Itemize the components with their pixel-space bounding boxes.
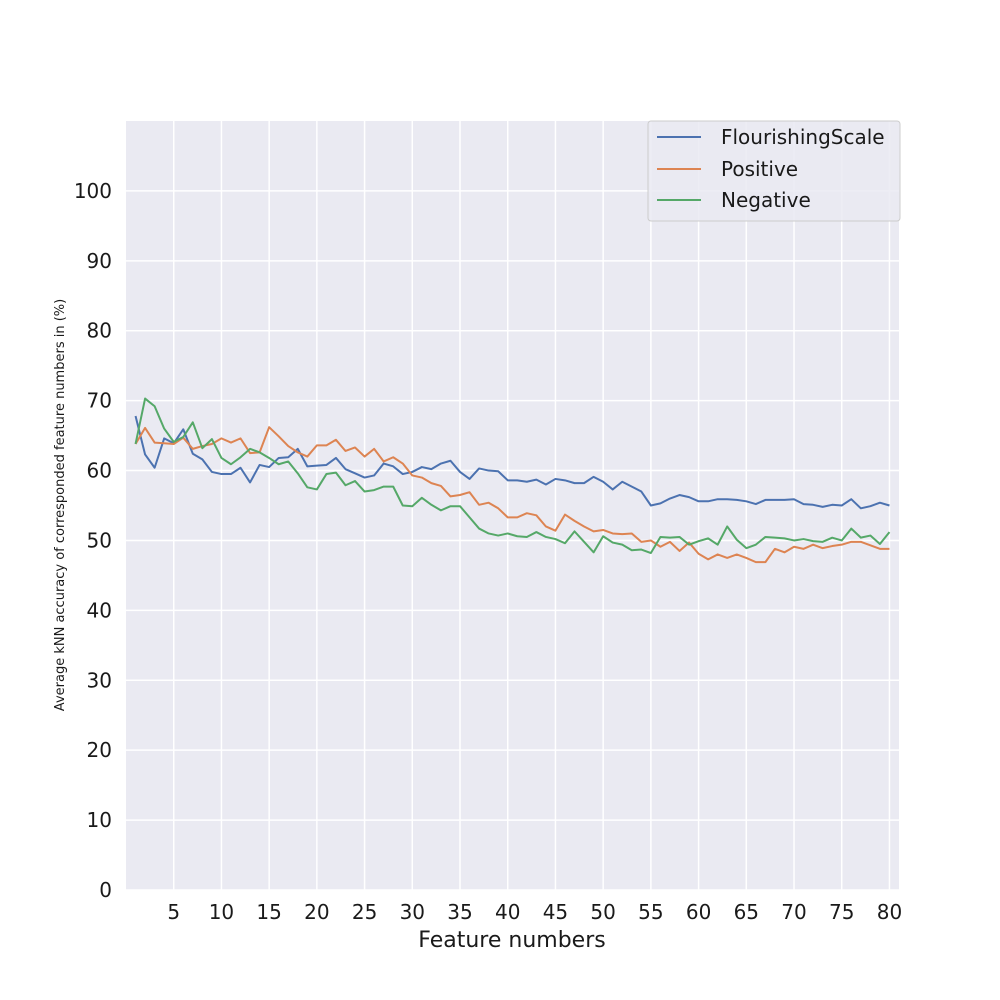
y-tick-label: 0 (99, 878, 112, 902)
x-tick-label: 30 (400, 900, 425, 924)
legend: FlourishingScale Positive Negative (647, 120, 901, 222)
legend-label-negative: Negative (721, 188, 811, 212)
y-tick-label: 80 (87, 319, 112, 343)
y-tick-label: 50 (87, 528, 112, 552)
x-tick-label: 20 (304, 900, 329, 924)
x-tick-label: 50 (590, 900, 615, 924)
y-axis-label: Average kNN accuracy of corresponded fea… (53, 299, 68, 711)
y-tick-label: 20 (87, 738, 112, 762)
x-tick-label: 10 (209, 900, 234, 924)
plot-background (126, 121, 899, 890)
y-tick-label: 90 (87, 249, 112, 273)
x-tick-label: 5 (167, 900, 180, 924)
series-line-positive (134, 426, 890, 564)
x-tick-label: 45 (543, 900, 568, 924)
y-tick-label: 10 (87, 808, 112, 832)
x-axis-label: Feature numbers (418, 928, 605, 953)
x-tick-label: 40 (495, 900, 520, 924)
x-tick-label: 55 (638, 900, 663, 924)
series-line-flourishingscale (134, 415, 890, 510)
y-tick-label: 100 (74, 179, 112, 203)
x-tick-label: 15 (256, 900, 281, 924)
y-tick-label: 30 (87, 668, 112, 692)
y-tick-label: 40 (87, 598, 112, 622)
x-tick-label: 60 (686, 900, 711, 924)
x-tick-label: 25 (352, 900, 377, 924)
legend-box (647, 120, 901, 222)
series-lines (134, 397, 891, 564)
x-tick-label: 35 (447, 900, 472, 924)
series-line-negative (134, 397, 891, 555)
legend-label-flourishing: FlourishingScale (721, 125, 885, 149)
y-tick-label: 70 (87, 389, 112, 413)
x-tick-label: 75 (829, 900, 854, 924)
y-tick-label: 60 (87, 459, 112, 483)
x-tick-label: 70 (781, 900, 806, 924)
tick-labels: 0 10 20 30 40 50 60 70 80 90 100 5 10 15 20 25 30 35 40 45 5… (74, 179, 902, 924)
legend-label-positive: Positive (721, 157, 798, 181)
x-tick-label: 65 (734, 900, 759, 924)
x-tick-label: 80 (877, 900, 902, 924)
